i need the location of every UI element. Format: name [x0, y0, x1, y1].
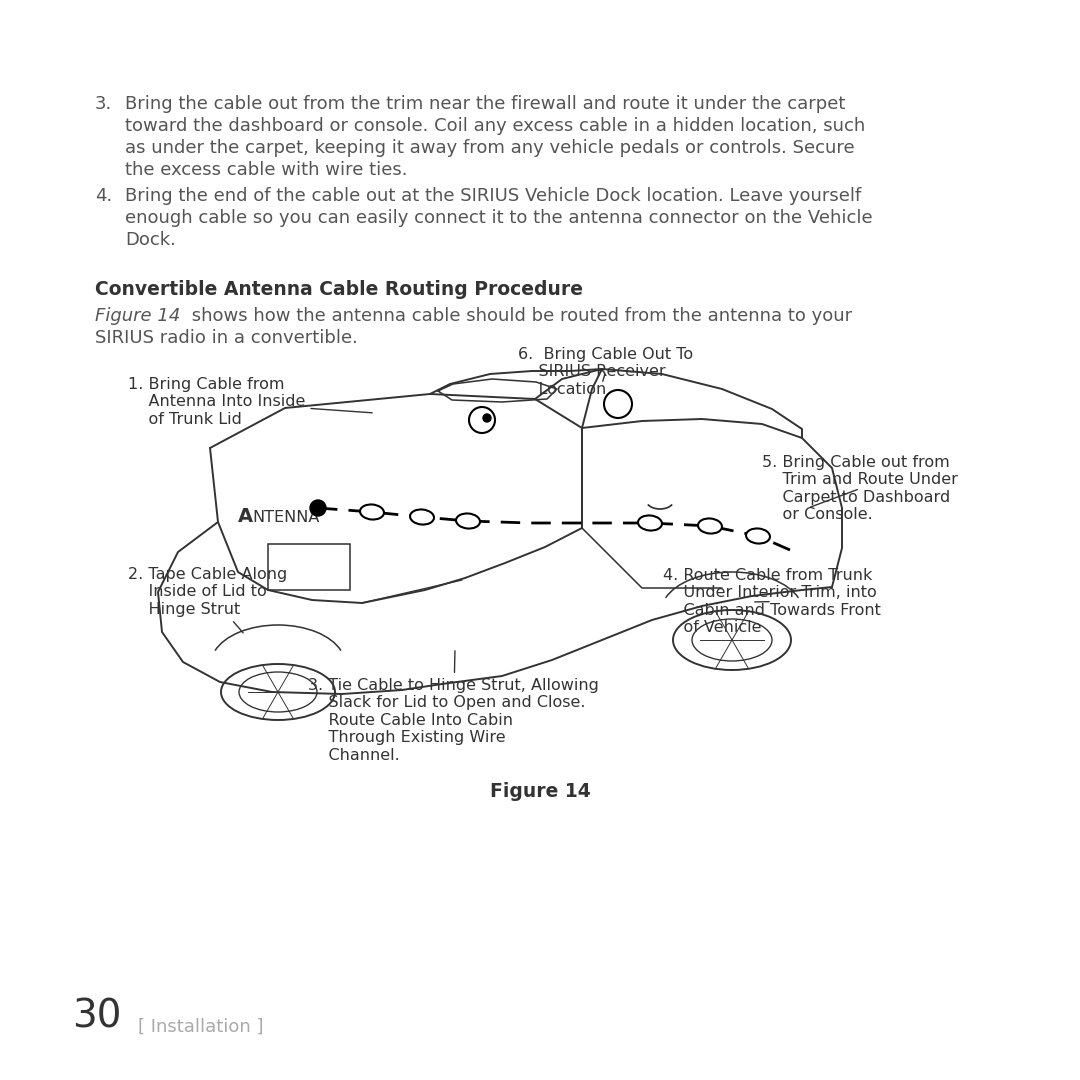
- Ellipse shape: [673, 610, 791, 670]
- Text: Bring the end of the cable out at the SIRIUS Vehicle Dock location. Leave yourse: Bring the end of the cable out at the SI…: [125, 187, 861, 205]
- Ellipse shape: [239, 672, 318, 712]
- Text: 4. Route Cable from Trunk
    Under Interior Trim, into
    Cabin and Towards Fr: 4. Route Cable from Trunk Under Interior…: [663, 568, 881, 635]
- Text: Figure 14: Figure 14: [489, 782, 591, 801]
- Text: A: A: [238, 508, 253, 526]
- Text: as under the carpet, keeping it away from any vehicle pedals or controls. Secure: as under the carpet, keeping it away fro…: [125, 139, 854, 157]
- Ellipse shape: [746, 528, 770, 543]
- Ellipse shape: [638, 515, 662, 530]
- Bar: [268, 544, 350, 590]
- Text: Convertible Antenna Cable Routing Procedure: Convertible Antenna Cable Routing Proced…: [95, 280, 583, 299]
- Text: Dock.: Dock.: [125, 231, 176, 249]
- Ellipse shape: [698, 518, 721, 534]
- Ellipse shape: [456, 513, 480, 528]
- Text: toward the dashboard or console. Coil any excess cable in a hidden location, suc: toward the dashboard or console. Coil an…: [125, 117, 865, 135]
- Ellipse shape: [360, 504, 384, 519]
- Ellipse shape: [692, 619, 772, 661]
- Text: 1. Bring Cable from
    Antenna Into Inside
    of Trunk Lid: 1. Bring Cable from Antenna Into Inside …: [129, 377, 373, 427]
- Text: 5. Bring Cable out from
    Trim and Route Under
    Carpet to Dashboard
    or : 5. Bring Cable out from Trim and Route U…: [762, 455, 958, 523]
- Text: SIRIUS radio in a convertible.: SIRIUS radio in a convertible.: [95, 329, 357, 347]
- Ellipse shape: [221, 664, 335, 720]
- Text: 30: 30: [72, 998, 121, 1036]
- Circle shape: [604, 390, 632, 418]
- Text: 4.: 4.: [95, 187, 112, 205]
- Text: enough cable so you can easily connect it to the antenna connector on the Vehicl: enough cable so you can easily connect i…: [125, 210, 873, 227]
- Text: Figure 14: Figure 14: [95, 307, 180, 325]
- Text: Bring the cable out from the trim near the firewall and route it under the carpe: Bring the cable out from the trim near t…: [125, 95, 846, 113]
- Text: the excess cable with wire ties.: the excess cable with wire ties.: [125, 161, 407, 179]
- Circle shape: [469, 407, 495, 433]
- Text: 3.: 3.: [95, 95, 112, 113]
- Text: [ Installation ]: [ Installation ]: [138, 1018, 264, 1036]
- Text: 6.  Bring Cable Out To
    SIRIUS Receiver
    Location: 6. Bring Cable Out To SIRIUS Receiver Lo…: [518, 347, 693, 396]
- Text: 2. Tape Cable Along
    Inside of Lid to
    Hinge Strut: 2. Tape Cable Along Inside of Lid to Hin…: [129, 567, 287, 633]
- Text: NTENNA: NTENNA: [252, 511, 320, 526]
- Ellipse shape: [410, 510, 434, 525]
- Circle shape: [483, 414, 491, 422]
- Text: 3. Tie Cable to Hinge Strut, Allowing
    Slack for Lid to Open and Close.
    R: 3. Tie Cable to Hinge Strut, Allowing Sl…: [308, 651, 599, 762]
- Circle shape: [310, 500, 326, 516]
- Text: shows how the antenna cable should be routed from the antenna to your: shows how the antenna cable should be ro…: [186, 307, 852, 325]
